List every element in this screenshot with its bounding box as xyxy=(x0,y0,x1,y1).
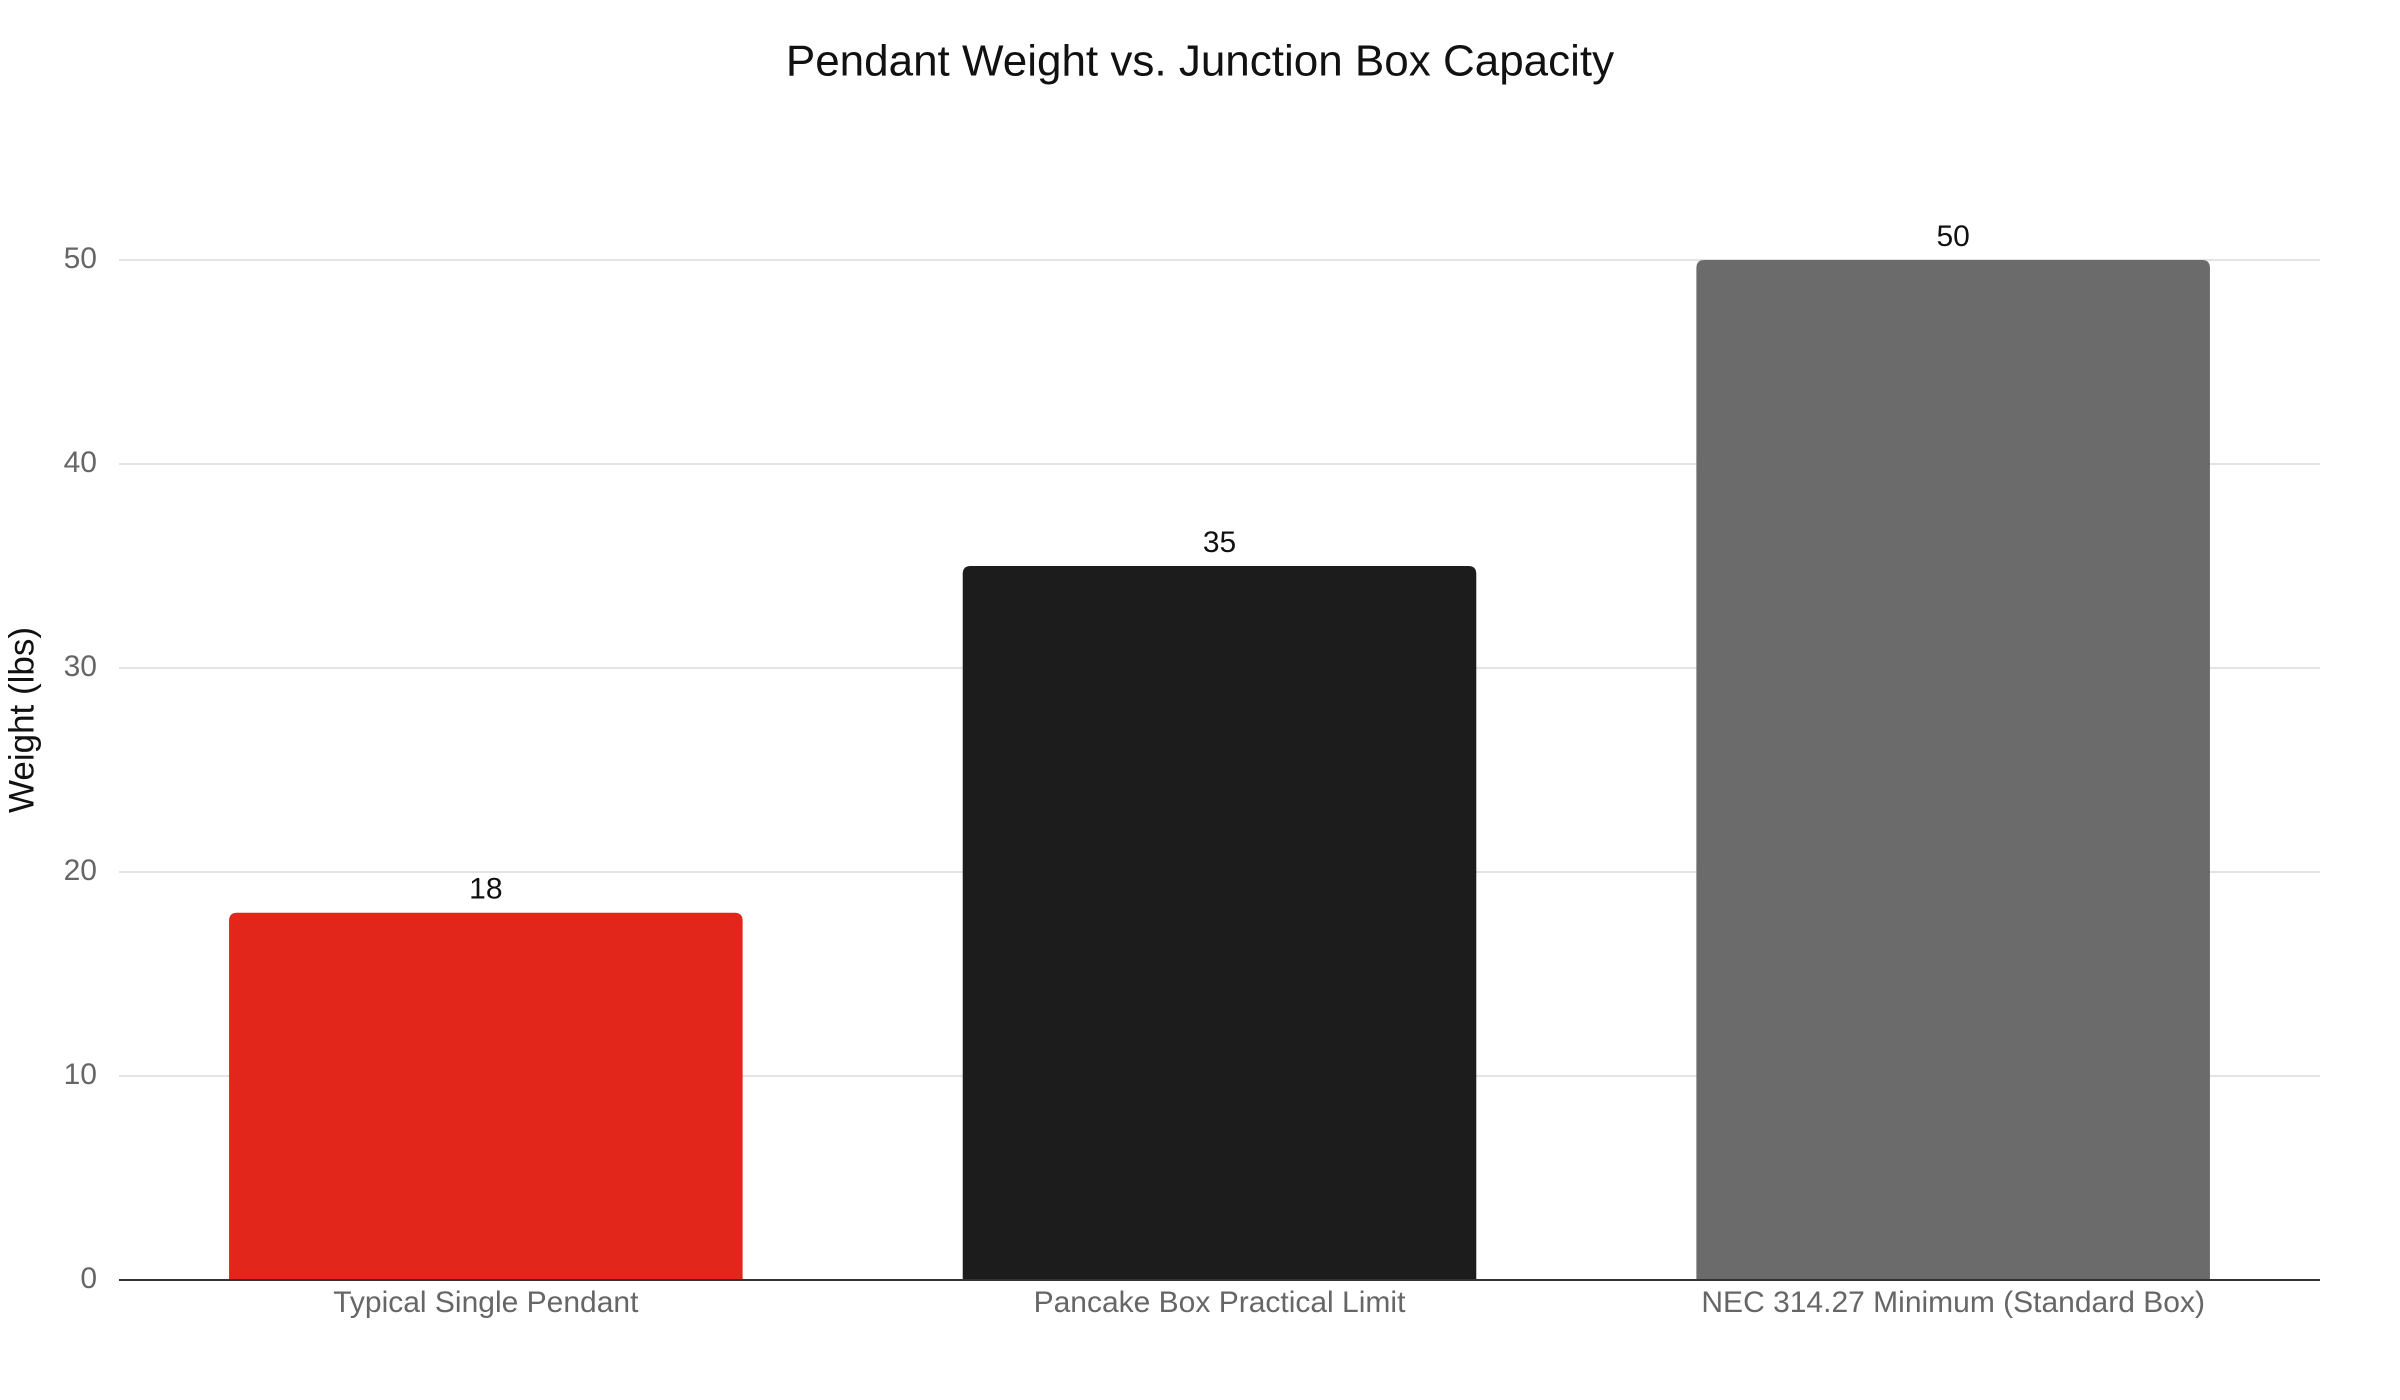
chart-title: Pendant Weight vs. Junction Box Capacity xyxy=(786,37,1614,86)
y-tick-label: 10 xyxy=(64,1058,97,1091)
y-tick-label: 20 xyxy=(64,854,97,887)
bar xyxy=(229,912,743,1280)
x-tick-label: Pancake Box Practical Limit xyxy=(1034,1286,1406,1319)
x-tick-label: Typical Single Pendant xyxy=(333,1286,639,1319)
value-label: 50 xyxy=(1936,220,1969,253)
value-label: 35 xyxy=(1203,526,1236,559)
y-tick-label: 40 xyxy=(64,446,97,479)
x-tick-label: NEC 314.27 Minimum (Standard Box) xyxy=(1701,1286,2205,1319)
y-axis-title: Weight (lbs) xyxy=(2,627,41,813)
y-tick-label: 0 xyxy=(80,1262,97,1295)
bar xyxy=(1696,260,2210,1280)
bar xyxy=(962,566,1477,1280)
value-label: 18 xyxy=(469,873,502,906)
y-tick-label: 50 xyxy=(64,242,97,275)
y-tick-label: 30 xyxy=(64,650,97,683)
